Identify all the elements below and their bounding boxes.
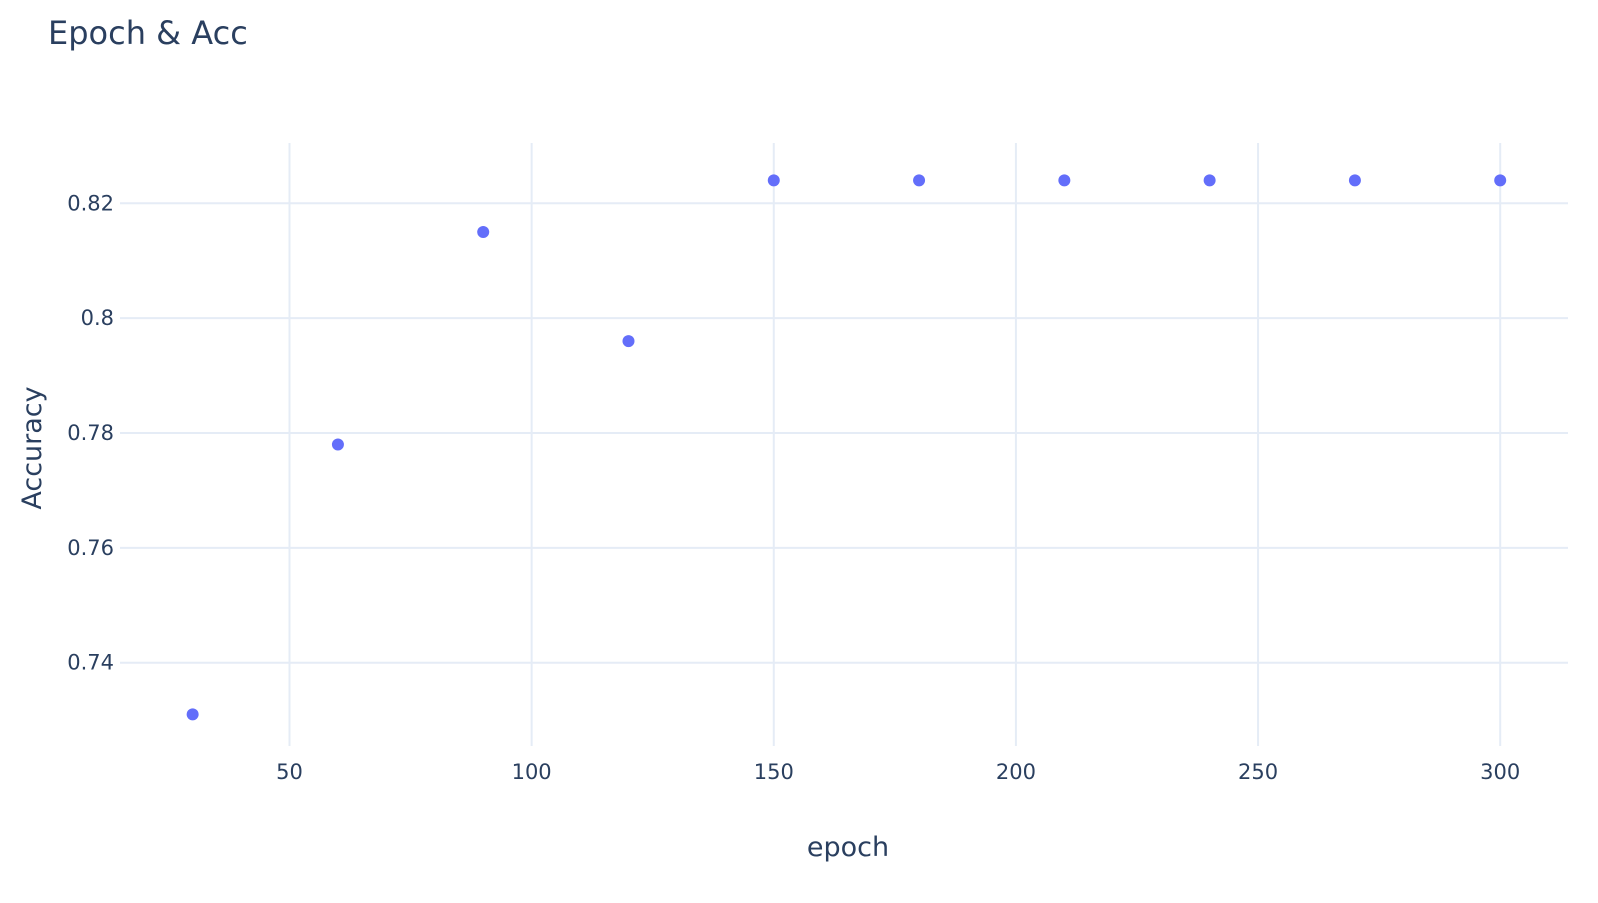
x-tick-label: 150 [754, 760, 794, 784]
chart-title: Epoch & Acc [48, 14, 248, 52]
y-tick-label: 0.82 [67, 191, 114, 215]
x-tick-label: 250 [1238, 760, 1278, 784]
y-tick-label: 0.74 [67, 651, 114, 675]
x-tick-label: 100 [512, 760, 552, 784]
x-tick-label: 300 [1480, 760, 1520, 784]
data-point [767, 174, 780, 187]
data-point [1494, 174, 1507, 187]
y-tick-labels: 0.74 0.76 0.78 0.8 0.82 [67, 191, 114, 674]
data-point [477, 226, 490, 239]
data-point [1058, 174, 1071, 187]
data-point [186, 708, 199, 721]
x-gridlines [288, 143, 1502, 746]
data-point [622, 335, 635, 348]
y-axis-title: Accuracy [17, 386, 48, 509]
y-gridlines [120, 202, 1568, 664]
data-point [1348, 174, 1361, 187]
x-tick-label: 50 [276, 760, 303, 784]
data-point [913, 174, 926, 187]
data-point [331, 438, 344, 451]
y-tick-label: 0.78 [67, 421, 114, 445]
y-tick-label: 0.76 [67, 536, 114, 560]
x-tick-labels: 50 100 150 200 250 300 [276, 760, 1520, 784]
y-tick-label: 0.8 [81, 306, 114, 330]
x-axis-title: epoch [807, 832, 889, 863]
data-points [186, 174, 1507, 721]
x-tick-label: 200 [996, 760, 1036, 784]
data-point [1203, 174, 1216, 187]
